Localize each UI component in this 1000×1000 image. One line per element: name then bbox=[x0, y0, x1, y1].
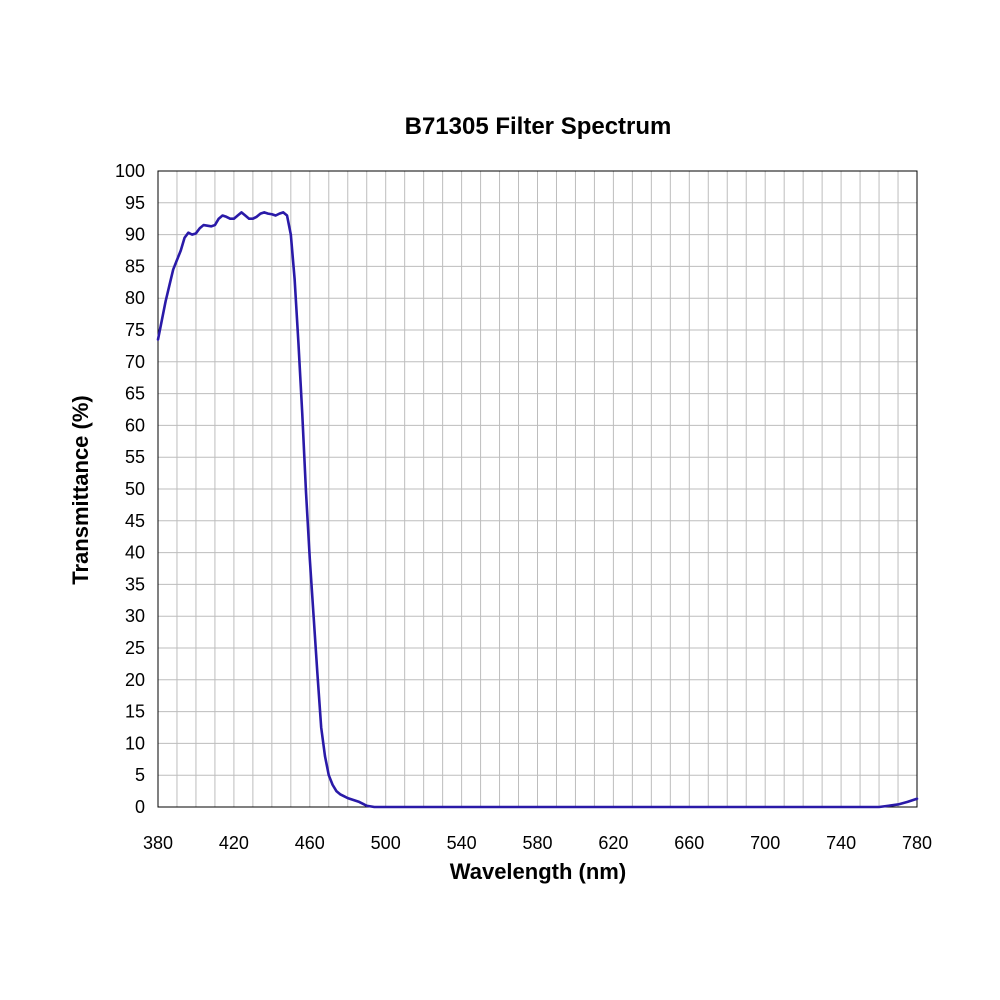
y-tick-labels: 0 5 10 15 20 25 30 35 40 45 50 55 60 65 70 75 80 85 90 95 10… bbox=[115, 161, 145, 817]
x-tick-label: 780 bbox=[902, 833, 932, 853]
x-axis-label: Wavelength (nm) bbox=[450, 859, 626, 884]
y-tick-label: 100 bbox=[115, 161, 145, 181]
y-axis-label: Transmittance (%) bbox=[68, 395, 93, 585]
y-tick-label: 65 bbox=[125, 384, 145, 404]
x-tick-label: 740 bbox=[826, 833, 856, 853]
x-tick-label: 660 bbox=[674, 833, 704, 853]
x-tick-label: 620 bbox=[598, 833, 628, 853]
chart-title: B71305 Filter Spectrum bbox=[405, 113, 672, 140]
y-tick-label: 40 bbox=[125, 543, 145, 563]
y-tick-label: 75 bbox=[125, 320, 145, 340]
x-tick-label: 460 bbox=[295, 833, 325, 853]
y-tick-label: 35 bbox=[125, 574, 145, 594]
x-tick-label: 380 bbox=[143, 833, 173, 853]
y-tick-label: 90 bbox=[125, 225, 145, 245]
y-tick-label: 0 bbox=[135, 797, 145, 817]
y-tick-label: 5 bbox=[135, 765, 145, 785]
y-tick-label: 50 bbox=[125, 479, 145, 499]
grid-layer bbox=[158, 171, 917, 807]
x-tick-label: 500 bbox=[371, 833, 401, 853]
y-tick-label: 15 bbox=[125, 702, 145, 722]
y-tick-label: 30 bbox=[125, 606, 145, 626]
y-tick-label: 10 bbox=[125, 733, 145, 753]
transmittance-line bbox=[156, 211, 919, 809]
x-tick-labels: 380 420 460 500 540 580 620 660 700 740 780 bbox=[143, 833, 932, 853]
y-tick-label: 85 bbox=[125, 256, 145, 276]
x-tick-label: 700 bbox=[750, 833, 780, 853]
y-tick-label: 80 bbox=[125, 288, 145, 308]
y-tick-label: 45 bbox=[125, 511, 145, 531]
y-tick-label: 70 bbox=[125, 352, 145, 372]
x-tick-label: 580 bbox=[522, 833, 552, 853]
y-tick-label: 20 bbox=[125, 670, 145, 690]
x-tick-label: 420 bbox=[219, 833, 249, 853]
y-tick-label: 95 bbox=[125, 193, 145, 213]
y-tick-label: 55 bbox=[125, 447, 145, 467]
y-tick-label: 60 bbox=[125, 415, 145, 435]
x-tick-label: 540 bbox=[447, 833, 477, 853]
y-tick-label: 25 bbox=[125, 638, 145, 658]
